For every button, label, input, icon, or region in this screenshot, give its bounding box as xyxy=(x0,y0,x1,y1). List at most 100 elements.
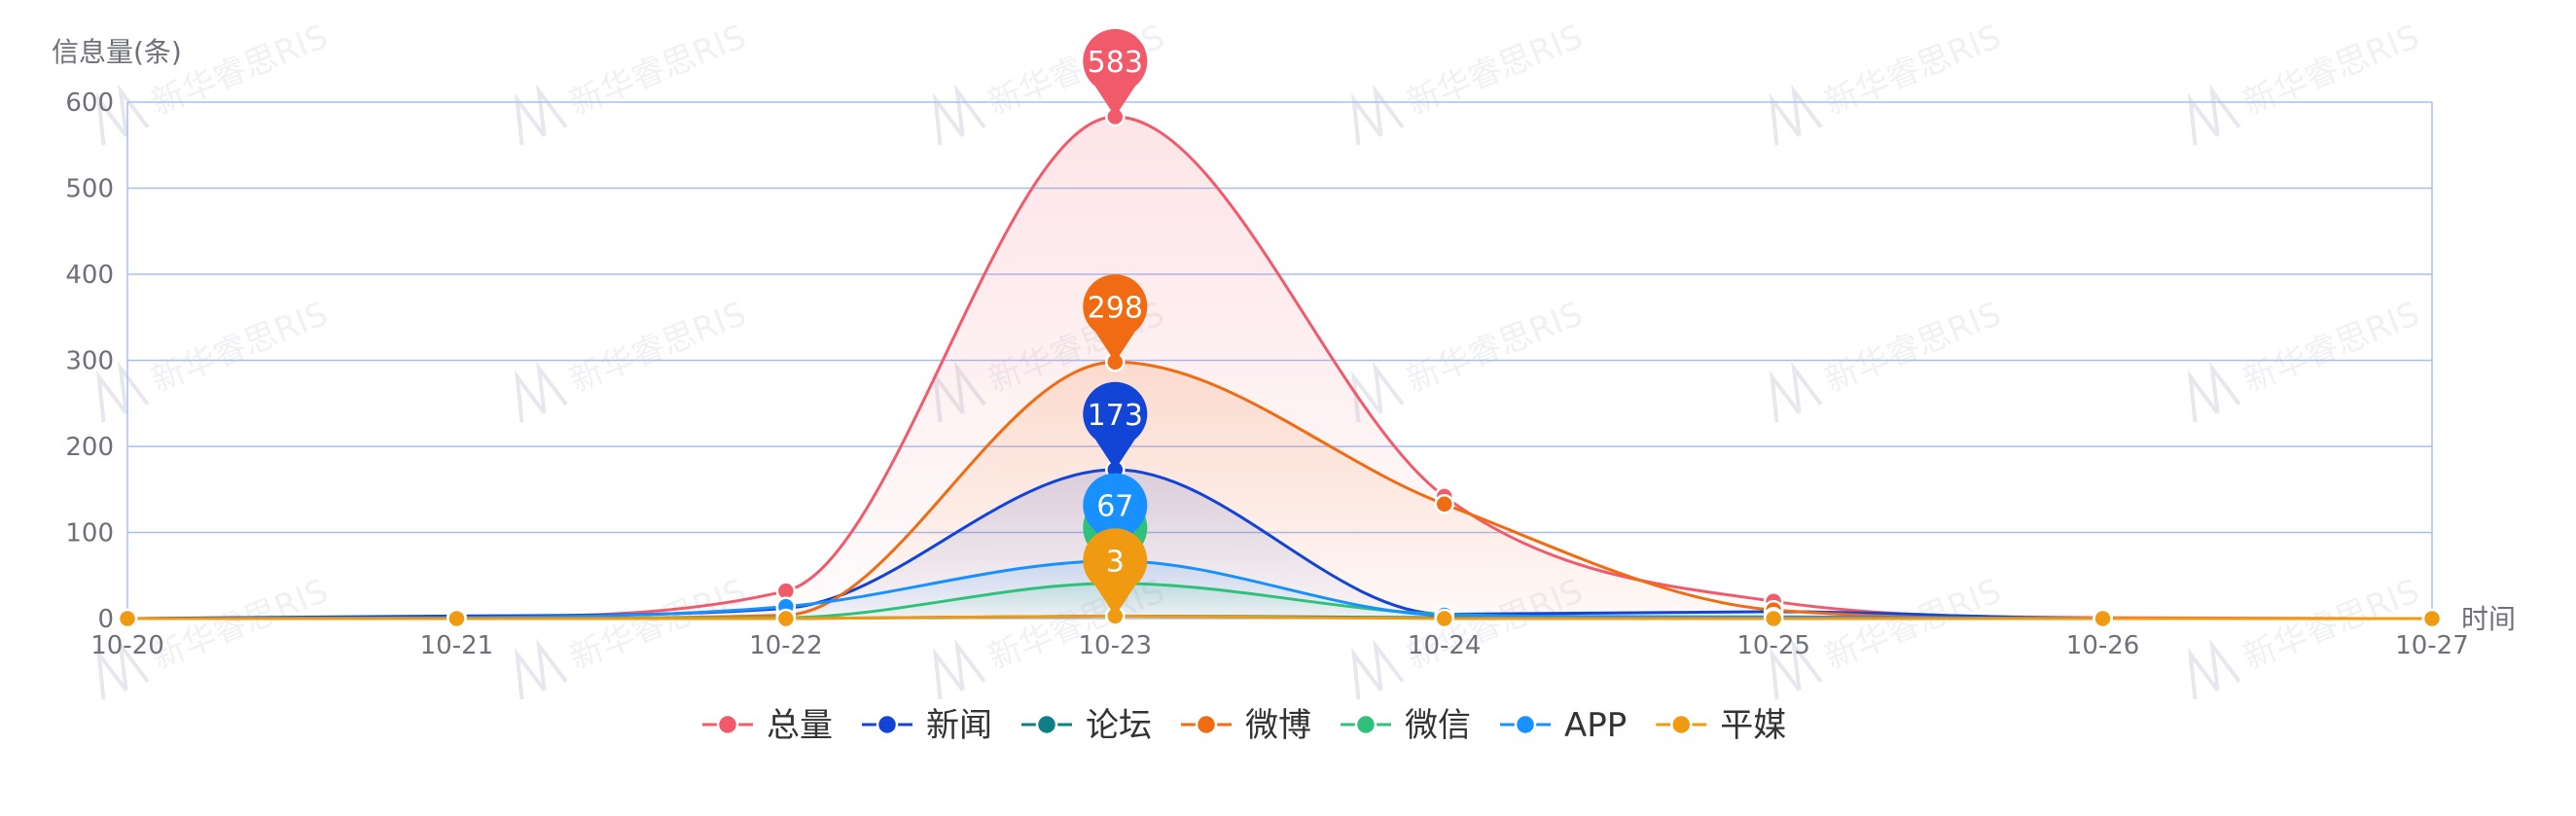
x-tick-label: 10-22 xyxy=(749,631,823,660)
legend-item-APP[interactable]: APP xyxy=(1500,706,1627,745)
x-tick-label: 10-26 xyxy=(2066,631,2140,660)
area-APP xyxy=(127,560,2432,619)
watermark-text: 新华睿思RIS xyxy=(1819,295,2006,401)
legend-item-平媒[interactable]: 平媒 xyxy=(1656,706,1786,745)
legend-marker xyxy=(876,713,899,736)
legend-label: 总量 xyxy=(767,706,833,745)
x-tick-label: 10-24 xyxy=(1408,631,1482,660)
legend-marker xyxy=(716,713,739,736)
watermark-logo-icon xyxy=(514,361,568,423)
x-axis-name: 时间 xyxy=(2461,603,2516,635)
series-areas xyxy=(127,117,2432,620)
x-tick-label: 10-21 xyxy=(420,631,494,660)
y-tick-label: 300 xyxy=(65,347,114,376)
legend-marker xyxy=(1035,713,1058,736)
watermark: 新华睿思RIS xyxy=(1350,18,1589,146)
watermark-text: 新华睿思RIS xyxy=(2237,18,2424,124)
legend-item-总量[interactable]: 总量 xyxy=(702,706,833,745)
legend-marker xyxy=(1195,713,1218,736)
data-point-平媒-10-24 xyxy=(1434,608,1454,629)
legend-marker xyxy=(1354,713,1377,736)
watermark-logo-icon xyxy=(1769,84,1823,146)
watermark: 新华睿思RIS xyxy=(2187,295,2425,423)
legend-label: APP xyxy=(1564,706,1627,745)
pin-shape xyxy=(1083,473,1148,561)
data-point-平媒-10-21 xyxy=(447,608,467,629)
watermark-logo-icon xyxy=(1769,638,1823,700)
pin-shape xyxy=(1083,381,1148,470)
data-point-平媒-10-25 xyxy=(1763,608,1784,629)
watermark-text: 新华睿思RIS xyxy=(146,295,333,401)
peak-pin-总量: 583 xyxy=(1083,28,1148,118)
y-tick-label: 400 xyxy=(65,261,114,290)
legend-label: 微信 xyxy=(1405,706,1471,745)
data-point-平媒-10-26 xyxy=(2093,608,2113,629)
watermark-logo-icon xyxy=(1769,361,1823,423)
watermark-logo-icon xyxy=(95,361,150,423)
watermark-logo-icon xyxy=(514,84,568,146)
watermark: 新华睿思RIS xyxy=(2187,572,2425,700)
y-tick-label: 0 xyxy=(97,605,114,634)
watermark-logo-icon xyxy=(514,638,568,700)
watermark-logo-icon xyxy=(2187,84,2241,146)
legend-label: 论坛 xyxy=(1086,706,1152,745)
y-tick-label: 100 xyxy=(65,519,114,549)
watermark: 新华睿思RIS xyxy=(1350,295,1589,423)
pin-label: 3 xyxy=(1106,545,1125,579)
watermark-logo-icon xyxy=(2187,361,2241,423)
watermark-text: 新华睿思RIS xyxy=(564,295,751,401)
axes: 0 100 200 300 400 500 600 10-20 10-21 10-22 10-23 1… xyxy=(52,36,2516,660)
watermark-logo-icon xyxy=(1350,84,1405,146)
data-point-平媒-10-20 xyxy=(117,608,138,629)
x-tick-label: 10-20 xyxy=(90,631,164,660)
watermark: 新华睿思RIS xyxy=(2187,18,2425,146)
watermark: 新华睿思RIS xyxy=(95,18,334,146)
data-point-平媒-10-22 xyxy=(775,608,797,629)
watermark-logo-icon xyxy=(932,638,986,700)
watermark: 新华睿思RIS xyxy=(95,295,334,423)
peak-pin-APP: 67 xyxy=(1083,473,1148,561)
pin-label: 583 xyxy=(1088,46,1143,80)
legend-item-新闻[interactable]: 新闻 xyxy=(862,706,992,745)
legend-label: 微博 xyxy=(1245,706,1311,745)
watermark: 新华睿思RIS xyxy=(514,18,752,146)
watermark: 新华睿思RIS xyxy=(1769,295,2007,423)
pin-shape xyxy=(1083,528,1148,617)
watermark-logo-icon xyxy=(95,84,150,146)
area-总量 xyxy=(127,117,2432,620)
watermark-text: 新华睿思RIS xyxy=(2237,295,2424,401)
x-tick-label: 10-27 xyxy=(2395,631,2469,660)
x-tick-label: 10-25 xyxy=(1736,631,1810,660)
watermark-text: 新华睿思RIS xyxy=(146,572,333,678)
watermark-text: 新华睿思RIS xyxy=(1819,572,2006,678)
watermark-text: 新华睿思RIS xyxy=(1819,18,2006,124)
watermark-text: 新华睿思RIS xyxy=(1401,295,1588,401)
watermark-text: 新华睿思RIS xyxy=(2237,572,2424,678)
y-axis-name: 信息量(条) xyxy=(52,36,182,68)
y-tick-label: 200 xyxy=(65,433,114,462)
pin-label: 67 xyxy=(1096,490,1133,524)
legend-item-微博[interactable]: 微博 xyxy=(1181,706,1311,745)
pin-shape xyxy=(1083,28,1148,118)
peak-pin-微博: 298 xyxy=(1083,274,1148,363)
watermark-text: 新华睿思RIS xyxy=(1401,18,1588,124)
watermark-logo-icon xyxy=(932,84,986,146)
pin-label: 298 xyxy=(1088,291,1143,325)
legend-marker xyxy=(1670,713,1693,736)
peak-markers: 58329817341673 xyxy=(1083,28,1148,617)
legend-item-微信[interactable]: 微信 xyxy=(1341,706,1471,745)
watermark-text: 新华睿思RIS xyxy=(564,572,751,678)
legend-label: 新闻 xyxy=(926,706,992,745)
watermark-text: 新华睿思RIS xyxy=(146,18,333,124)
legend[interactable]: 总量 新闻 论坛 微博 微信 APP 平媒 xyxy=(702,706,1786,745)
x-tick-label: 10-23 xyxy=(1079,631,1153,660)
data-point-微博-10-24 xyxy=(1434,494,1454,514)
watermark-text: 新华睿思RIS xyxy=(564,18,751,124)
data-point-平媒-10-27 xyxy=(2421,608,2443,629)
legend-item-论坛[interactable]: 论坛 xyxy=(1021,706,1152,745)
pin-label: 173 xyxy=(1088,399,1143,433)
watermark: 新华睿思RIS xyxy=(514,295,752,423)
series-lines xyxy=(126,115,2433,621)
pin-shape xyxy=(1083,274,1148,363)
line-平媒 xyxy=(127,614,2432,621)
